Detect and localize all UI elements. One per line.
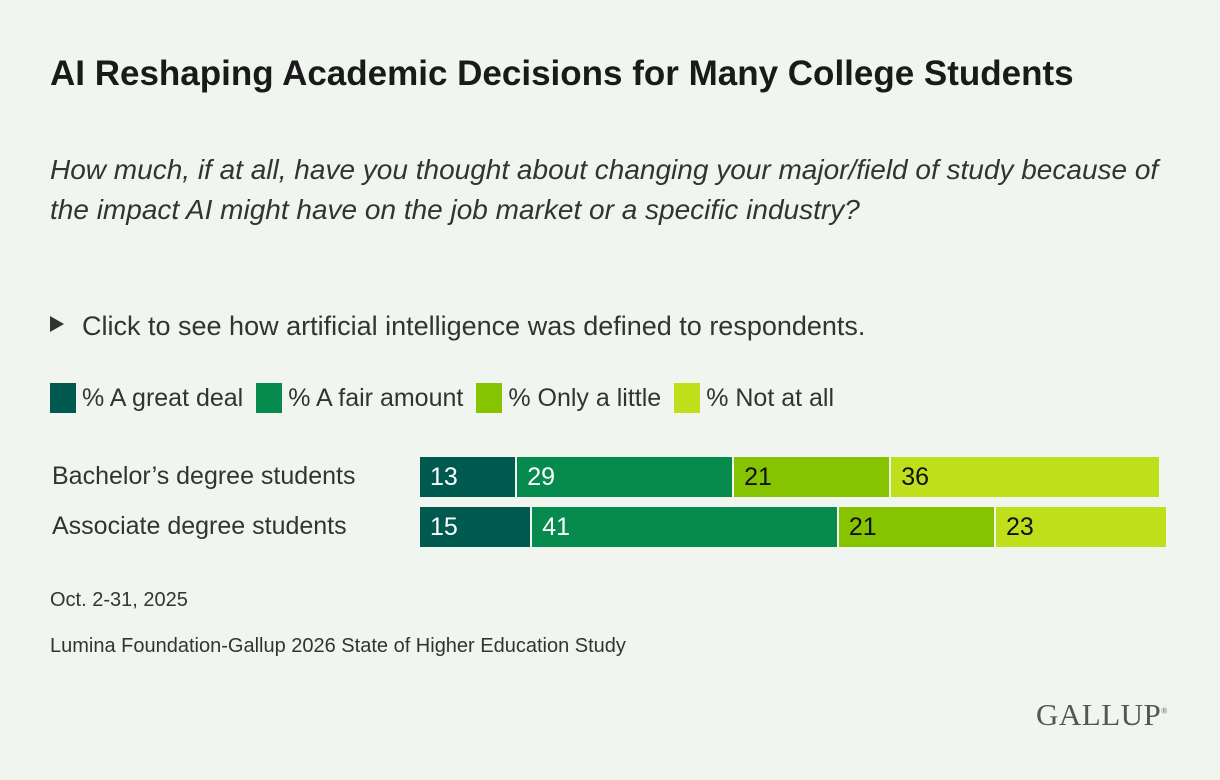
legend-item: % Only a little <box>476 383 661 413</box>
legend-label: % A great deal <box>82 383 244 412</box>
disclosure-label: Click to see how artificial intelligence… <box>82 311 866 341</box>
legend-item: % A fair amount <box>256 383 463 413</box>
bar-segment: 41 <box>532 507 839 547</box>
data-label: 13 <box>430 463 458 491</box>
data-label: 41 <box>542 513 570 541</box>
bar-segment: 36 <box>891 457 1161 497</box>
legend-item: % A great deal <box>50 383 243 413</box>
legend-swatch <box>674 383 701 413</box>
category-label: Bachelor’s degree students <box>52 462 356 490</box>
triangle-right-icon <box>50 316 64 332</box>
legend-item: % Not at all <box>674 383 834 413</box>
bar-segment: 23 <box>995 507 1168 547</box>
data-label: 15 <box>430 513 458 541</box>
legend-swatch <box>256 383 283 413</box>
source: Lumina Foundation-Gallup 2026 State of H… <box>50 635 626 657</box>
legend-label: % A fair amount <box>288 383 464 412</box>
survey-date: Oct. 2-31, 2025 <box>50 589 188 611</box>
bar-segment: 15 <box>420 507 533 547</box>
legend-swatch <box>50 383 76 413</box>
bar-segment: 13 <box>420 457 518 497</box>
gallup-logo: GALLUP® <box>1036 697 1168 732</box>
bar-segment: 21 <box>838 507 996 547</box>
data-label: 36 <box>901 463 930 491</box>
legend-label: % Only a little <box>508 383 662 412</box>
legend-swatch <box>476 383 503 413</box>
chart-subtitle: How much, if at all, have you thought ab… <box>50 154 1159 225</box>
bar-segment: 21 <box>734 457 892 497</box>
category-label: Associate degree students <box>52 512 347 540</box>
data-label: 21 <box>744 463 772 491</box>
legend: % A great deal % A fair amount % Only a li… <box>50 383 847 413</box>
data-label: 23 <box>1005 513 1034 541</box>
data-label: 21 <box>848 513 877 541</box>
definition-disclosure[interactable]: Click to see how artificial intelligence… <box>50 311 865 342</box>
data-label: 29 <box>527 463 556 491</box>
chart-title: AI Reshaping Academic Decisions for Many… <box>50 54 1074 93</box>
bar-segment: 29 <box>517 457 735 497</box>
legend-label: % Not at all <box>706 383 835 412</box>
